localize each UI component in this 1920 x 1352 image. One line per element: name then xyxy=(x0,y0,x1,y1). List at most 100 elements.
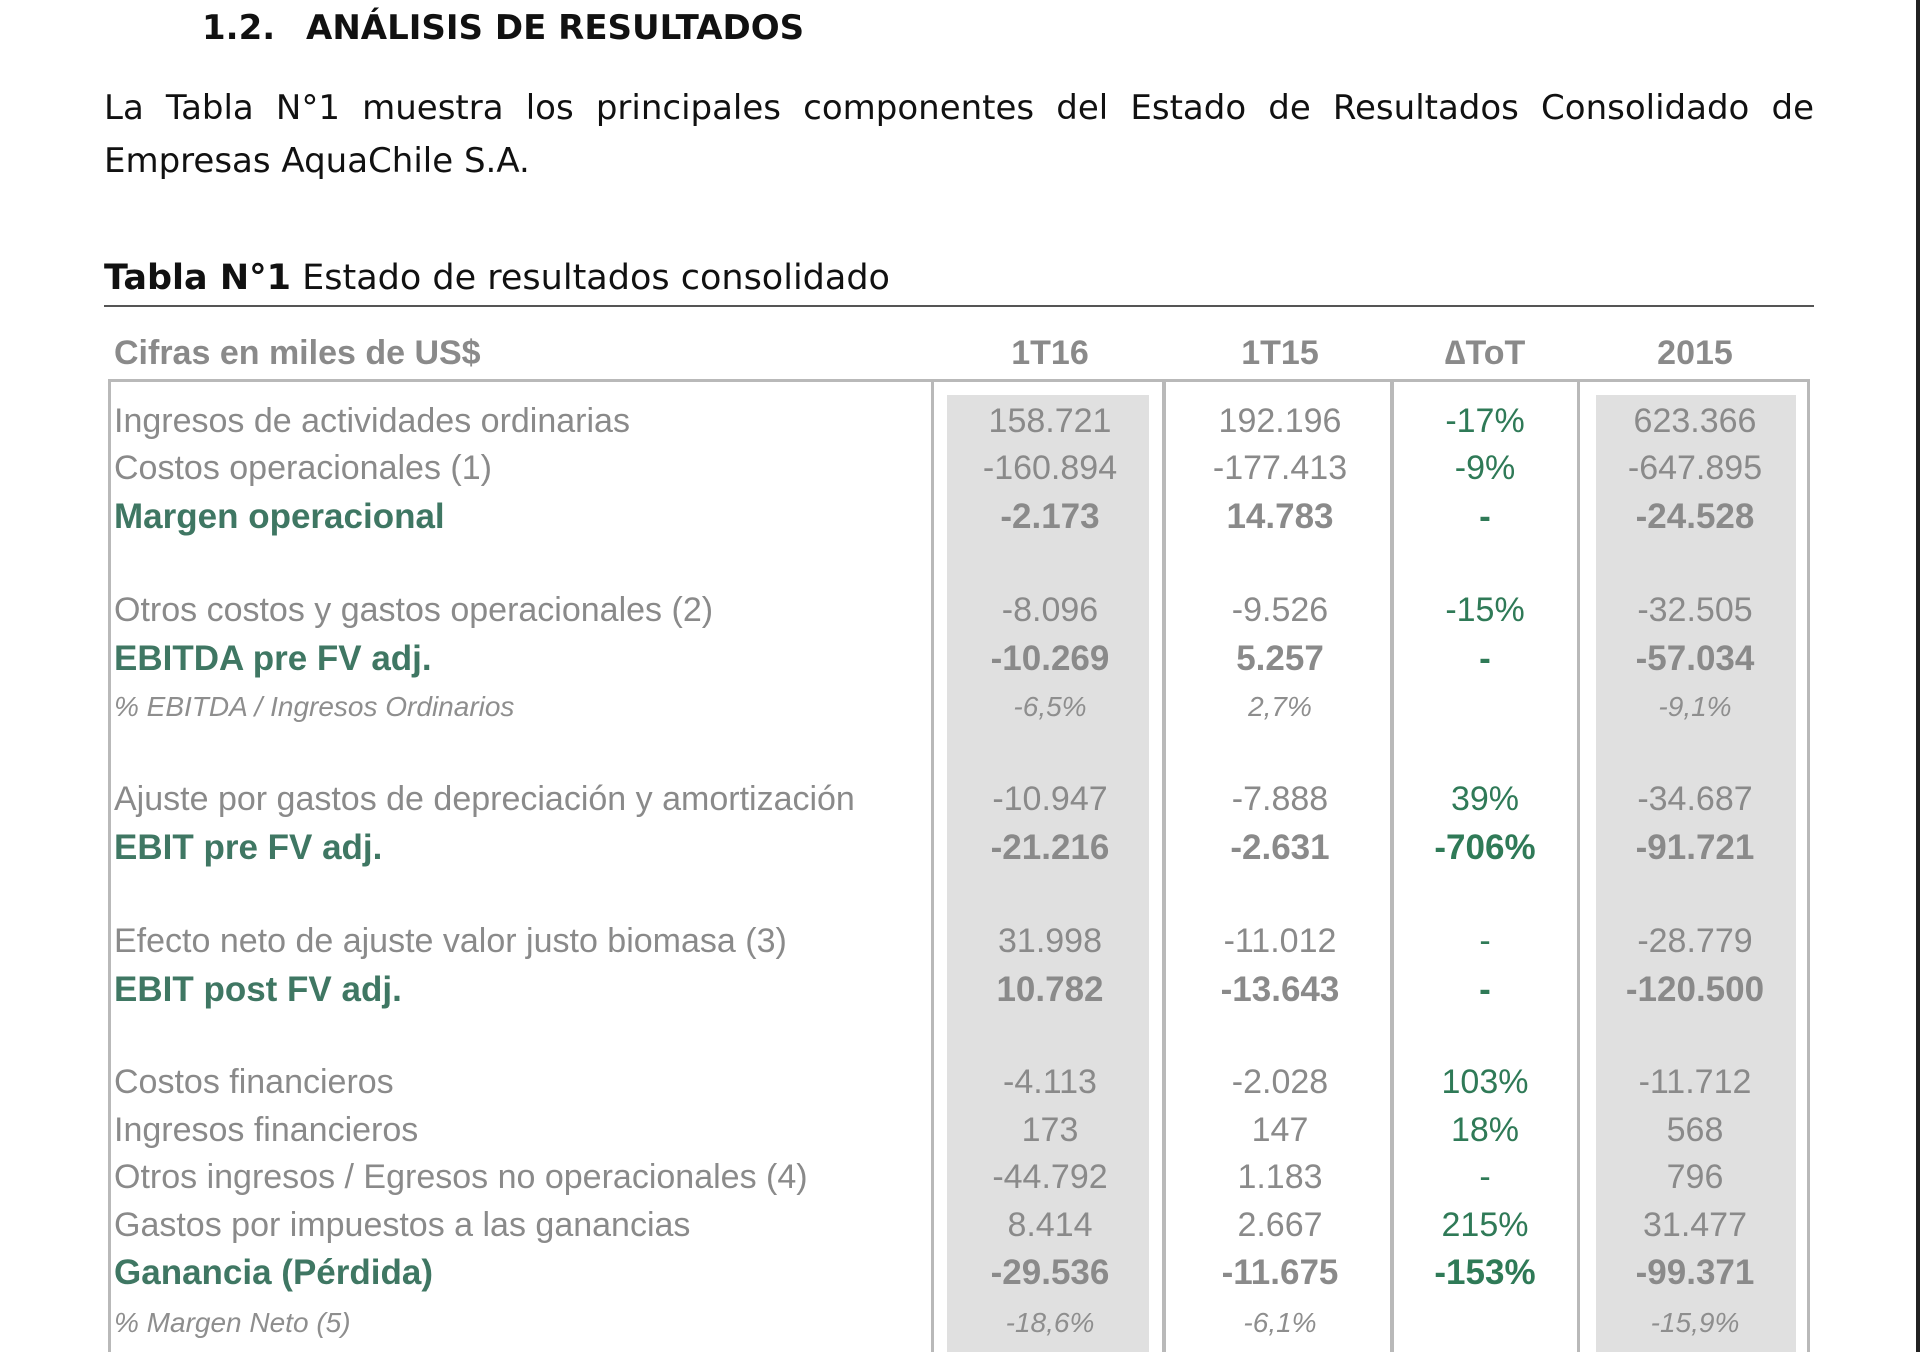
cell-delta: - xyxy=(1479,497,1491,536)
table-row: % Margen Neto (5) -18,6% -6,1% -15,9% xyxy=(0,1299,1920,1346)
column-shade-1t16 xyxy=(947,395,1149,1352)
cell-2015: -11.712 xyxy=(1638,1063,1752,1101)
table-caption-title: Estado de resultados consolidado xyxy=(302,258,890,298)
page-frame-edge xyxy=(1916,0,1920,1352)
cell-1t15: 2,7% xyxy=(1248,691,1312,722)
row-label: % Margen Neto (5) xyxy=(114,1307,351,1338)
intro-paragraph: La Tabla N°1 muestra los principales com… xyxy=(104,88,1814,181)
cell-delta: 215% xyxy=(1441,1206,1529,1244)
table-row: Costos operacionales (1) -160.894 -177.4… xyxy=(0,445,1920,492)
cell-2015: -120.500 xyxy=(1625,970,1765,1009)
cell-1t15: 1.183 xyxy=(1237,1158,1323,1196)
cell-2015: 796 xyxy=(1666,1158,1724,1196)
table-caption-label: Tabla N°1 xyxy=(104,258,291,298)
cell-2015: -57.034 xyxy=(1635,639,1755,678)
cell-1t16: -6,5% xyxy=(1013,691,1087,722)
cell-1t16: 10.782 xyxy=(996,970,1104,1009)
cell-1t16: -10.269 xyxy=(990,639,1110,678)
cell-2015: 568 xyxy=(1666,1111,1724,1149)
cell-delta: -706% xyxy=(1434,828,1536,867)
table-row: Otros costos y gastos operacionales (2) … xyxy=(0,587,1920,634)
cell-1t15: 14.783 xyxy=(1226,497,1334,536)
table-row: EBITDA pre FV adj. -10.269 5.257 - -57.0… xyxy=(0,635,1920,682)
cell-delta: -153% xyxy=(1434,1253,1536,1292)
table-row: Ingresos de actividades ordinarias 158.7… xyxy=(0,398,1920,445)
cell-delta: - xyxy=(1479,1158,1491,1196)
cell-1t16: -18,6% xyxy=(1005,1307,1095,1338)
cell-delta: - xyxy=(1479,639,1491,678)
table-row: EBIT pre FV adj. -21.216 -2.631 -706% -9… xyxy=(0,824,1920,871)
cell-1t16: -8.096 xyxy=(1001,591,1099,629)
cell-2015: -34.687 xyxy=(1637,780,1753,818)
cell-1t16: 31.998 xyxy=(998,922,1102,960)
row-label: Ajuste por gastos de depreciación y amor… xyxy=(114,780,855,818)
cell-2015: -28.779 xyxy=(1637,922,1753,960)
cell-delta: -9% xyxy=(1454,449,1516,487)
column-box-2015 xyxy=(1577,379,1810,1352)
cell-2015: -9,1% xyxy=(1658,691,1732,722)
table-row: Margen operacional -2.173 14.783 - -24.5… xyxy=(0,493,1920,540)
cell-1t16: 8.414 xyxy=(1007,1206,1093,1244)
cell-2015: 31.477 xyxy=(1643,1206,1747,1244)
cell-1t16: 158.721 xyxy=(988,402,1112,440)
cell-1t15: 5.257 xyxy=(1236,639,1324,678)
table-row: Gastos por impuestos a las ganancias 8.4… xyxy=(0,1202,1920,1249)
header-delta-tot: ∆ToT xyxy=(1444,334,1526,372)
cell-2015: -99.371 xyxy=(1635,1253,1755,1292)
row-label: EBIT post FV adj. xyxy=(114,970,402,1009)
row-label: Ingresos de actividades ordinarias xyxy=(114,402,630,440)
cell-2015: -32.505 xyxy=(1637,591,1753,629)
cell-1t16: -10.947 xyxy=(992,780,1108,818)
row-label: EBIT pre FV adj. xyxy=(114,828,383,867)
row-label: Margen operacional xyxy=(114,497,445,536)
cell-delta: 103% xyxy=(1441,1063,1529,1101)
caption-underline xyxy=(104,305,1814,307)
cell-delta: -15% xyxy=(1445,591,1525,629)
row-label: EBITDA pre FV adj. xyxy=(114,639,432,678)
cell-1t15: 147 xyxy=(1251,1111,1309,1149)
cell-1t16: -21.216 xyxy=(990,828,1110,867)
cell-2015: 623.366 xyxy=(1633,402,1757,440)
cell-1t15: -177.413 xyxy=(1212,449,1348,487)
table-row: Otros ingresos / Egresos no operacionale… xyxy=(0,1154,1920,1201)
cell-1t15: 192.196 xyxy=(1218,402,1342,440)
cell-delta: - xyxy=(1479,922,1491,960)
cell-1t15: -2.631 xyxy=(1230,828,1330,867)
header-units-label: Cifras en miles de US$ xyxy=(114,334,481,372)
cell-1t15: -7.888 xyxy=(1231,780,1329,818)
cell-1t16: 173 xyxy=(1021,1111,1079,1149)
header-2015: 2015 xyxy=(1657,334,1733,372)
table-row: Ajuste por gastos de depreciación y amor… xyxy=(0,776,1920,823)
section-number: 1.2. xyxy=(202,8,276,48)
cell-delta: 18% xyxy=(1450,1111,1520,1149)
table-row: Efecto neto de ajuste valor justo biomas… xyxy=(0,918,1920,965)
table-row: Costos financieros -4.113 -2.028 103% -1… xyxy=(0,1059,1920,1106)
cell-1t15: -11.675 xyxy=(1221,1253,1339,1292)
section-title: ANÁLISIS DE RESULTADOS xyxy=(306,8,805,48)
cell-1t15: -13.643 xyxy=(1220,970,1340,1009)
table-row: EBIT post FV adj. 10.782 -13.643 - -120.… xyxy=(0,966,1920,1013)
cell-2015: -15,9% xyxy=(1650,1307,1740,1338)
row-label: Otros costos y gastos operacionales (2) xyxy=(114,591,714,629)
header-1t15: 1T15 xyxy=(1241,334,1319,372)
row-label: Gastos por impuestos a las ganancias xyxy=(114,1206,691,1244)
cell-1t15: 2.667 xyxy=(1237,1206,1323,1244)
section-heading: 1.2. ANÁLISIS DE RESULTADOS xyxy=(202,8,804,48)
row-label: Costos financieros xyxy=(114,1063,394,1101)
cell-delta: -17% xyxy=(1445,402,1525,440)
cell-1t15: -2.028 xyxy=(1231,1063,1329,1101)
cell-1t15: -11.012 xyxy=(1223,922,1337,960)
table-row: % EBITDA / Ingresos Ordinarios -6,5% 2,7… xyxy=(0,683,1920,730)
cell-2015: -647.895 xyxy=(1627,449,1763,487)
cell-1t15: -6,1% xyxy=(1243,1307,1317,1338)
row-label: Ingresos financieros xyxy=(114,1111,419,1149)
cell-1t16: -44.792 xyxy=(992,1158,1108,1196)
cell-delta: - xyxy=(1479,970,1491,1009)
cell-2015: -91.721 xyxy=(1635,828,1755,867)
cell-1t16: -29.536 xyxy=(990,1253,1110,1292)
cell-1t15: -9.526 xyxy=(1231,591,1329,629)
cell-1t16: -4.113 xyxy=(1003,1063,1097,1101)
row-label: % EBITDA / Ingresos Ordinarios xyxy=(114,691,515,722)
row-label: Otros ingresos / Egresos no operacionale… xyxy=(114,1158,808,1196)
table-row: Ganancia (Pérdida) -29.536 -11.675 -153%… xyxy=(0,1249,1920,1296)
